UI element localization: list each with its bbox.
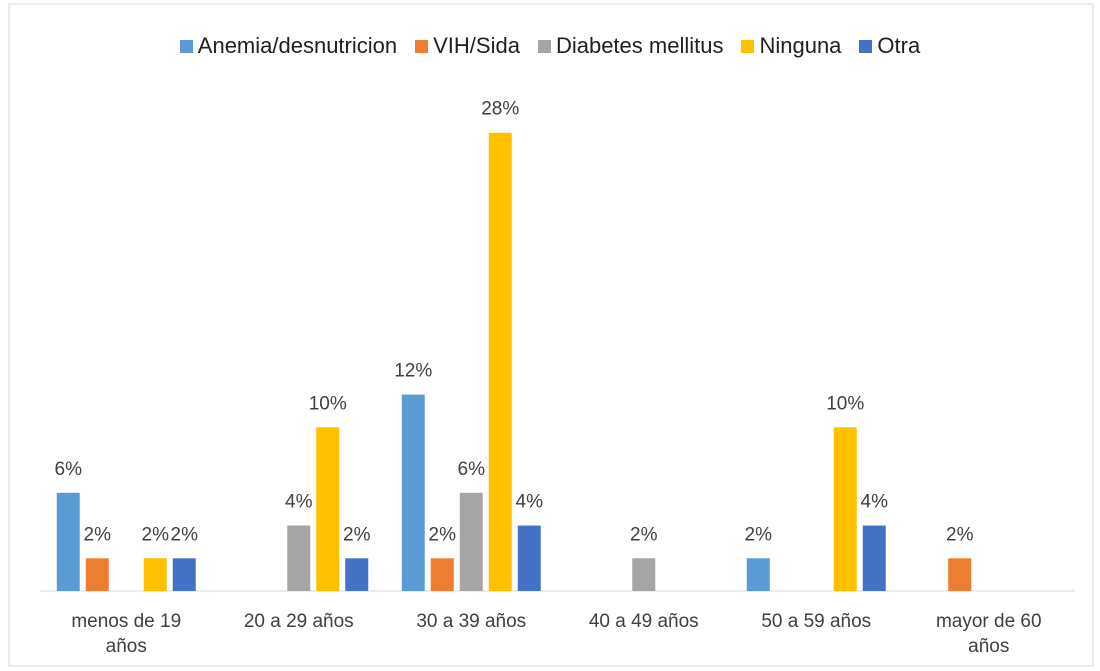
bar	[833, 427, 857, 591]
data-label: 6%	[55, 459, 83, 480]
bar	[517, 525, 541, 591]
legend-label: Anemia/desnutricion	[197, 33, 398, 58]
bar	[459, 492, 483, 591]
data-label: 2%	[946, 524, 974, 545]
bar	[401, 394, 425, 591]
x-tick-label: 30 a 39 años	[416, 611, 527, 632]
bar	[746, 558, 770, 591]
bar	[632, 558, 656, 591]
chart-border	[8, 3, 1094, 667]
data-label: 2%	[343, 524, 371, 545]
data-label: 4%	[861, 492, 889, 513]
legend-swatch	[179, 39, 193, 53]
x-tick-label: 40 a 49 años	[588, 611, 699, 632]
x-tick-label: mayor de 60 años	[935, 611, 1042, 657]
legend-item: Otra	[859, 33, 920, 59]
data-label: 10%	[309, 393, 347, 414]
data-label: 2%	[429, 524, 457, 545]
legend-label: Otra	[877, 33, 921, 58]
bar	[172, 558, 196, 591]
data-label: 12%	[394, 361, 432, 382]
legend-swatch	[415, 39, 429, 53]
data-label: 2%	[84, 524, 112, 545]
data-label: 6%	[458, 459, 486, 480]
legend-swatch	[741, 39, 755, 53]
bar	[316, 427, 340, 591]
data-label: 2%	[630, 524, 658, 545]
x-tick-label: 50 a 59 años	[761, 611, 872, 632]
bar	[948, 558, 972, 591]
legend-item: Ninguna	[741, 33, 841, 59]
legend-swatch	[537, 39, 551, 53]
x-tick-label: menos de 19 años	[71, 611, 182, 657]
legend-item: VIH/Sida	[415, 33, 520, 59]
data-label: 2%	[745, 524, 773, 545]
legend-label: Diabetes mellitus	[555, 33, 724, 58]
bar	[56, 492, 80, 591]
bar	[488, 132, 512, 591]
bar	[862, 525, 886, 591]
legend-swatch	[859, 39, 873, 53]
data-label: 4%	[285, 492, 313, 513]
data-label: 4%	[516, 492, 544, 513]
data-label: 10%	[826, 393, 864, 414]
bar	[85, 558, 109, 591]
legend-item: Diabetes mellitus	[537, 33, 724, 59]
legend-item: Anemia/desnutricion	[179, 33, 398, 59]
legend: Anemia/desnutricion VIH/Sida Diabetes mell…	[0, 33, 1100, 59]
legend-label: VIH/Sida	[433, 33, 520, 58]
bar	[345, 558, 369, 591]
legend-label: Ninguna	[759, 33, 842, 58]
x-tick-label: 20 a 29 años	[243, 611, 354, 632]
data-label: 2%	[171, 524, 199, 545]
data-label: 2%	[142, 524, 170, 545]
data-label: 28%	[481, 99, 519, 120]
bar	[143, 558, 167, 591]
bar	[287, 525, 311, 591]
bar	[430, 558, 454, 591]
